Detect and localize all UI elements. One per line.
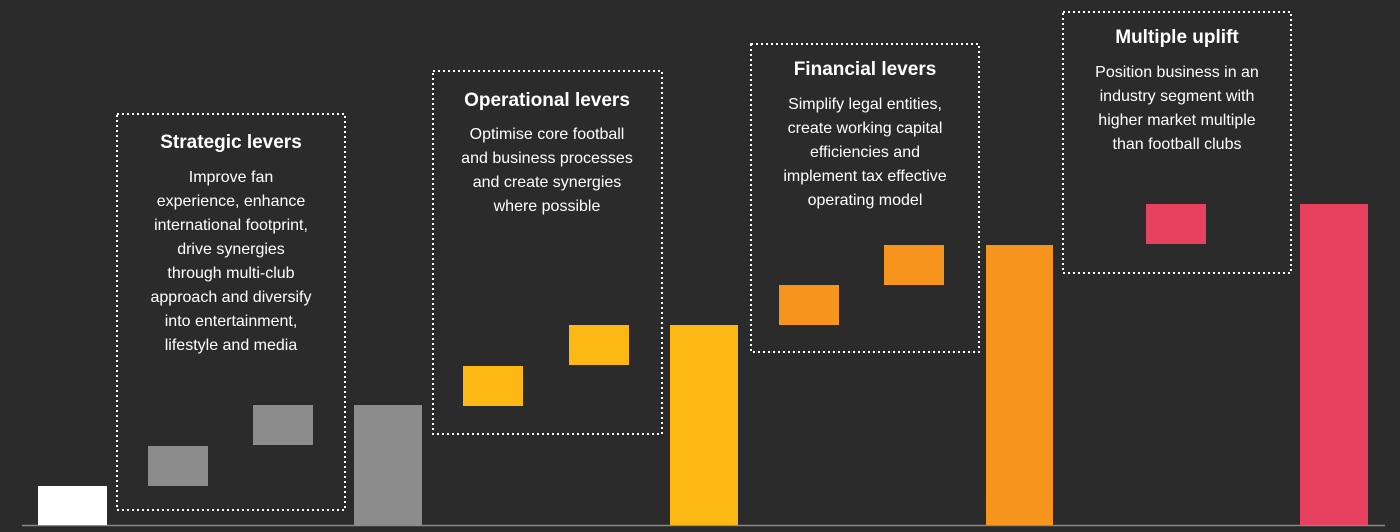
bars xyxy=(38,204,1368,525)
box-title: Strategic levers xyxy=(160,132,302,153)
box-text-line: industry segment with xyxy=(1100,88,1255,105)
step-bar xyxy=(779,285,839,325)
start-bar xyxy=(38,486,107,525)
box-text-line: Improve fan xyxy=(189,169,273,186)
box-text-line: approach and diversify xyxy=(151,289,312,306)
step-bar xyxy=(463,366,523,406)
box-text-line: drive synergies xyxy=(177,241,285,258)
step-bar xyxy=(148,446,208,486)
box-text-line: Optimise core football xyxy=(470,126,625,143)
lever-box xyxy=(116,113,346,511)
box-text-line: implement tax effective xyxy=(783,168,946,185)
step-bar xyxy=(884,245,944,285)
box-texts: Strategic levers Improve fan experience, e… xyxy=(151,27,1259,354)
box-text-line: through multi-club xyxy=(167,265,294,282)
total-bar xyxy=(1300,204,1368,525)
box-text-line: operating model xyxy=(808,192,923,209)
box-title: Multiple uplift xyxy=(1115,27,1239,48)
box-text-line: where possible xyxy=(493,198,601,215)
box-text-line: and business processes xyxy=(461,150,633,167)
step-bar xyxy=(1146,204,1206,244)
step-bar xyxy=(569,325,629,365)
total-bar xyxy=(986,245,1053,525)
box-text-line: higher market multiple xyxy=(1098,112,1256,129)
box-title: Operational levers xyxy=(464,90,630,111)
box-text-line: lifestyle and media xyxy=(165,337,298,354)
box-text-line: efficiencies and xyxy=(810,144,920,161)
box-text-line: into entertainment, xyxy=(165,313,298,330)
box-text-line: create working capital xyxy=(788,120,943,137)
box-text-line: international footprint, xyxy=(154,217,308,234)
lever-box xyxy=(432,70,663,435)
box-text-line: experience, enhance xyxy=(157,193,306,210)
lever-box xyxy=(750,43,980,353)
box-text-line: than football clubs xyxy=(1113,136,1242,153)
box-title: Financial levers xyxy=(794,59,937,80)
box-text-line: and create synergies xyxy=(473,174,622,191)
box-text-line: Position business in an xyxy=(1095,64,1259,81)
total-bar xyxy=(670,325,738,525)
total-bar xyxy=(354,405,422,525)
box-text-line: Simplify legal entities, xyxy=(788,96,942,113)
step-bar xyxy=(253,405,313,445)
